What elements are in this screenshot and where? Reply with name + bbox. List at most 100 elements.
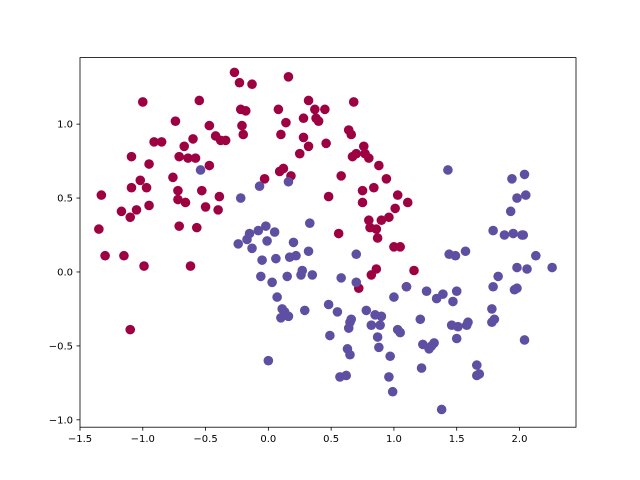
scatter-point — [257, 255, 267, 265]
scatter-point — [351, 249, 362, 260]
scatter-point — [474, 369, 485, 379]
scatter-point — [200, 202, 211, 212]
scatter-point — [100, 250, 110, 261]
scatter-point — [371, 264, 382, 274]
scatter-point — [395, 242, 406, 252]
scatter-point — [283, 72, 294, 82]
scatter-point — [323, 299, 334, 310]
scatter-point — [325, 330, 335, 341]
scatter-point — [174, 221, 184, 231]
scatter-point — [415, 314, 426, 325]
scatter-point — [345, 349, 355, 360]
scatter-point — [298, 132, 309, 143]
scatter-point — [489, 314, 500, 325]
scatter-point — [235, 193, 246, 203]
scatter-point — [194, 95, 205, 106]
x-tick-label: −0.5 — [193, 434, 217, 445]
scatter-point — [460, 246, 471, 257]
scatter-point — [389, 292, 399, 302]
scatter-point — [472, 360, 482, 370]
scatter-point — [135, 175, 146, 186]
scatter-point — [487, 304, 497, 314]
scatter-point — [443, 165, 453, 175]
scatter-point — [240, 106, 251, 116]
scatter-point — [288, 237, 299, 248]
scatter-point — [254, 181, 265, 192]
scatter-point — [385, 351, 395, 362]
scatter-point — [493, 271, 503, 282]
scatter-point — [269, 227, 280, 237]
scatter-point — [119, 250, 129, 261]
scatter-point — [229, 67, 240, 78]
scatter-point — [297, 265, 308, 276]
data-points — [94, 67, 557, 415]
scatter-point — [299, 305, 310, 316]
scatter-point — [364, 153, 374, 163]
x-tick-label: 0.5 — [323, 434, 339, 445]
scatter-point — [247, 79, 257, 90]
scatter-point — [384, 212, 394, 223]
scatter-point — [453, 321, 463, 332]
y-tick-label: 0.5 — [57, 194, 73, 205]
scatter-point — [271, 253, 281, 264]
scatter-point — [547, 262, 557, 273]
scatter-point — [512, 262, 522, 273]
scatter-point — [262, 236, 272, 246]
scatter-point — [436, 404, 447, 415]
scatter-point — [125, 324, 136, 335]
scatter-point — [519, 335, 530, 345]
scatter-point — [361, 305, 372, 316]
scatter-point — [116, 206, 127, 217]
scatter-point — [294, 148, 305, 159]
scatter-point — [310, 104, 320, 115]
y-tick-label: 0.0 — [57, 267, 73, 278]
scatter-point — [173, 194, 183, 205]
scatter-point — [237, 120, 247, 131]
scatter-point — [141, 182, 152, 193]
scatter-point — [204, 160, 215, 171]
scatter-point — [508, 228, 519, 239]
scatter-point — [213, 205, 223, 215]
scatter-point — [369, 182, 379, 193]
scatter-point — [351, 277, 362, 288]
scatter-point — [273, 104, 284, 115]
scatter-point — [395, 327, 406, 338]
scatter-point — [256, 271, 266, 282]
scatter-point — [126, 151, 137, 162]
scatter-point — [488, 281, 498, 292]
scatter-point — [281, 117, 291, 128]
scatter-point — [348, 97, 359, 107]
scatter-point — [272, 292, 282, 302]
scatter-point — [197, 185, 207, 196]
plot-frame — [79, 57, 577, 428]
scatter-point — [401, 281, 412, 292]
scatter-point — [220, 135, 231, 146]
scatter-point — [173, 185, 183, 196]
scatter-point — [451, 286, 462, 296]
x-tick-label: 1.0 — [386, 434, 402, 445]
scatter-point — [392, 190, 403, 200]
scatter-point — [304, 218, 315, 228]
scatter-point — [336, 171, 346, 181]
x-axis: −1.5 −1.0 −0.5 0.0 0.5 1.0 1.5 2.0 — [68, 427, 527, 445]
y-tick-label: −1.0 — [49, 415, 73, 426]
scatter-point — [346, 129, 357, 140]
scatter-point — [259, 174, 270, 184]
scatter-point — [321, 138, 331, 149]
scatter-point — [505, 206, 516, 217]
scatter-point — [421, 286, 432, 296]
scatter-point — [332, 307, 343, 317]
scatter-point — [283, 176, 294, 187]
scatter-point — [185, 261, 196, 271]
scatter-point — [333, 228, 344, 239]
scatter-point — [512, 193, 522, 203]
scatter-point — [438, 289, 448, 299]
scatter-point — [278, 163, 289, 174]
x-tick-label: 1.5 — [449, 434, 465, 445]
scatter-point — [125, 212, 136, 223]
scatter-point — [244, 228, 255, 239]
scatter-point — [267, 277, 277, 288]
scatter-point — [261, 221, 271, 231]
scatter-point — [214, 191, 225, 202]
scatter-point — [139, 261, 149, 271]
